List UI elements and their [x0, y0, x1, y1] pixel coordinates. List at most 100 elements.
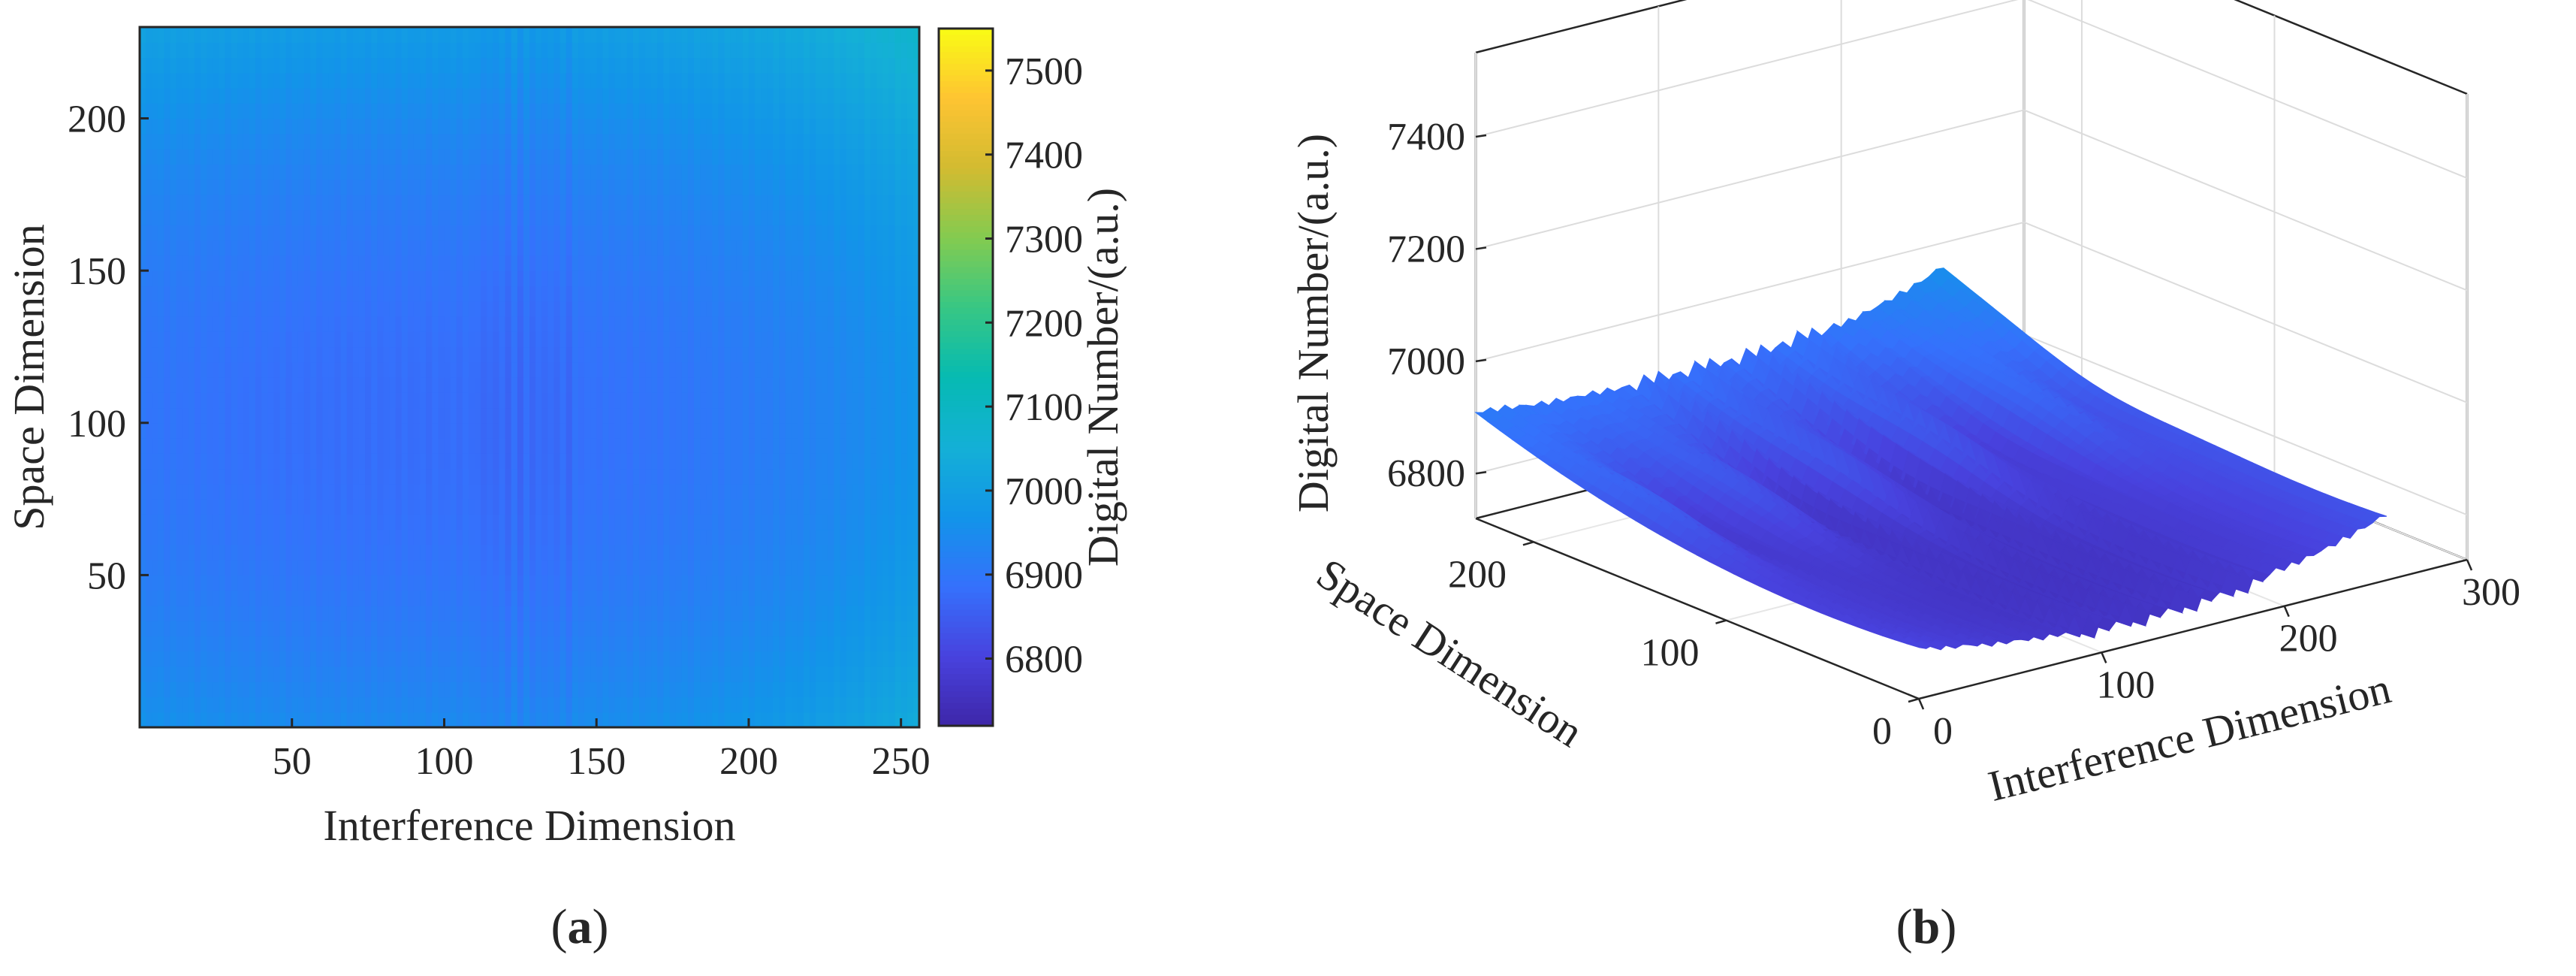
heatmap-cell: [456, 210, 463, 225]
heatmap-cell: [632, 468, 640, 485]
heatmap-cell: [541, 270, 548, 287]
heatmap-cell: [693, 712, 701, 728]
heatmap-cell: [164, 560, 171, 576]
heatmap-cell: [493, 164, 500, 180]
heatmap-cell: [596, 590, 603, 606]
heatmap-cell: [706, 636, 713, 652]
heatmap-cell: [767, 179, 774, 195]
heatmap-cell: [718, 499, 725, 515]
heatmap-cell: [462, 560, 469, 576]
heatmap-cell: [626, 407, 634, 424]
heatmap-cell: [596, 149, 603, 165]
heatmap-cell: [140, 575, 146, 591]
heatmap-cell: [669, 636, 677, 652]
heatmap-cell: [225, 133, 232, 150]
heatmap-cell: [602, 483, 610, 500]
heatmap-cell: [541, 407, 548, 424]
heatmap-cell: [426, 712, 433, 728]
heatmap-cell: [140, 422, 146, 439]
heatmap-cell: [730, 331, 738, 348]
heatmap-cell: [188, 133, 195, 150]
heatmap-cell: [767, 149, 774, 165]
heatmap-cell: [267, 483, 275, 500]
heatmap-cell: [176, 331, 183, 348]
heatmap-cell: [852, 149, 859, 165]
heatmap-cell: [529, 316, 536, 332]
heatmap-cell: [481, 286, 487, 302]
heatmap-cell: [352, 696, 360, 713]
heatmap-cell: [523, 621, 530, 637]
heatmap-cell: [407, 468, 415, 485]
heatmap-cell: [834, 270, 841, 287]
heatmap-cell: [499, 316, 506, 332]
heatmap-cell: [499, 240, 506, 256]
heatmap-cell: [365, 270, 372, 287]
heatmap-cell: [481, 392, 487, 409]
heatmap-cell: [882, 164, 890, 180]
heatmap-cell: [882, 255, 890, 271]
heatmap-cell: [900, 696, 908, 713]
heatmap-cell: [475, 590, 481, 606]
heatmap-cell: [140, 133, 146, 150]
heatmap-cell: [755, 377, 762, 393]
heatmap-cell: [535, 149, 542, 165]
heatmap-cell: [188, 560, 195, 576]
heatmap-cell: [584, 529, 591, 545]
heatmap-cell: [578, 407, 585, 424]
heatmap-cell: [426, 499, 433, 515]
heatmap-cell: [237, 636, 244, 652]
heatmap-cell: [730, 712, 738, 728]
heatmap-cell: [767, 164, 774, 180]
heatmap-cell: [755, 560, 762, 576]
heatmap-cell: [371, 422, 378, 439]
heatmap-cell: [700, 712, 707, 728]
heatmap-cell: [590, 422, 597, 439]
heatmap-cell: [401, 696, 409, 713]
heatmap-cell: [334, 560, 342, 576]
heatmap-cell: [420, 696, 427, 713]
heatmap-cell: [882, 590, 890, 606]
heatmap-cell: [487, 210, 493, 225]
heatmap-cell: [864, 225, 871, 241]
heatmap-cell: [346, 499, 354, 515]
heatmap-cell: [401, 544, 409, 561]
heatmap-cell: [712, 392, 719, 409]
heatmap-cell: [407, 316, 415, 332]
heatmap-cell: [669, 240, 677, 256]
heatmap-cell: [493, 636, 500, 652]
heatmap-cell: [693, 316, 701, 332]
heatmap-cell: [420, 286, 427, 302]
heatmap-cell: [712, 621, 719, 637]
heatmap-cell: [438, 301, 445, 317]
heatmap-cell: [140, 621, 146, 637]
heatmap-cell: [346, 712, 354, 728]
heatmap-cell: [700, 560, 707, 576]
heatmap-cell: [882, 514, 890, 530]
heatmap-cell: [755, 194, 762, 210]
heatmap-cell: [389, 133, 397, 150]
heatmap-cell: [207, 164, 213, 180]
heatmap-cell: [614, 255, 622, 271]
heatmap-cell: [303, 270, 311, 287]
heatmap-cell: [651, 301, 658, 317]
heatmap-cell: [358, 407, 366, 424]
heatmap-cell: [669, 621, 677, 637]
heatmap-cell: [146, 696, 152, 713]
heatmap-cell: [310, 361, 317, 378]
heatmap-cell: [267, 453, 275, 470]
heatmap-cell: [816, 575, 822, 591]
heatmap-cell: [803, 179, 810, 195]
heatmap-cell: [152, 666, 158, 682]
heatmap-cell: [291, 225, 299, 241]
heatmap-cell: [316, 499, 323, 515]
heatmap-cell: [487, 255, 493, 271]
heatmap-cell: [797, 133, 804, 150]
heatmap-cell: [560, 225, 567, 241]
heatmap-cell: [523, 346, 530, 363]
heatmap-cell: [736, 696, 744, 713]
heatmap-cell: [243, 240, 250, 256]
heatmap-cell: [614, 483, 622, 500]
heatmap-cell: [584, 164, 591, 180]
heatmap-cell: [602, 301, 610, 317]
heatmap-cell: [261, 529, 268, 545]
